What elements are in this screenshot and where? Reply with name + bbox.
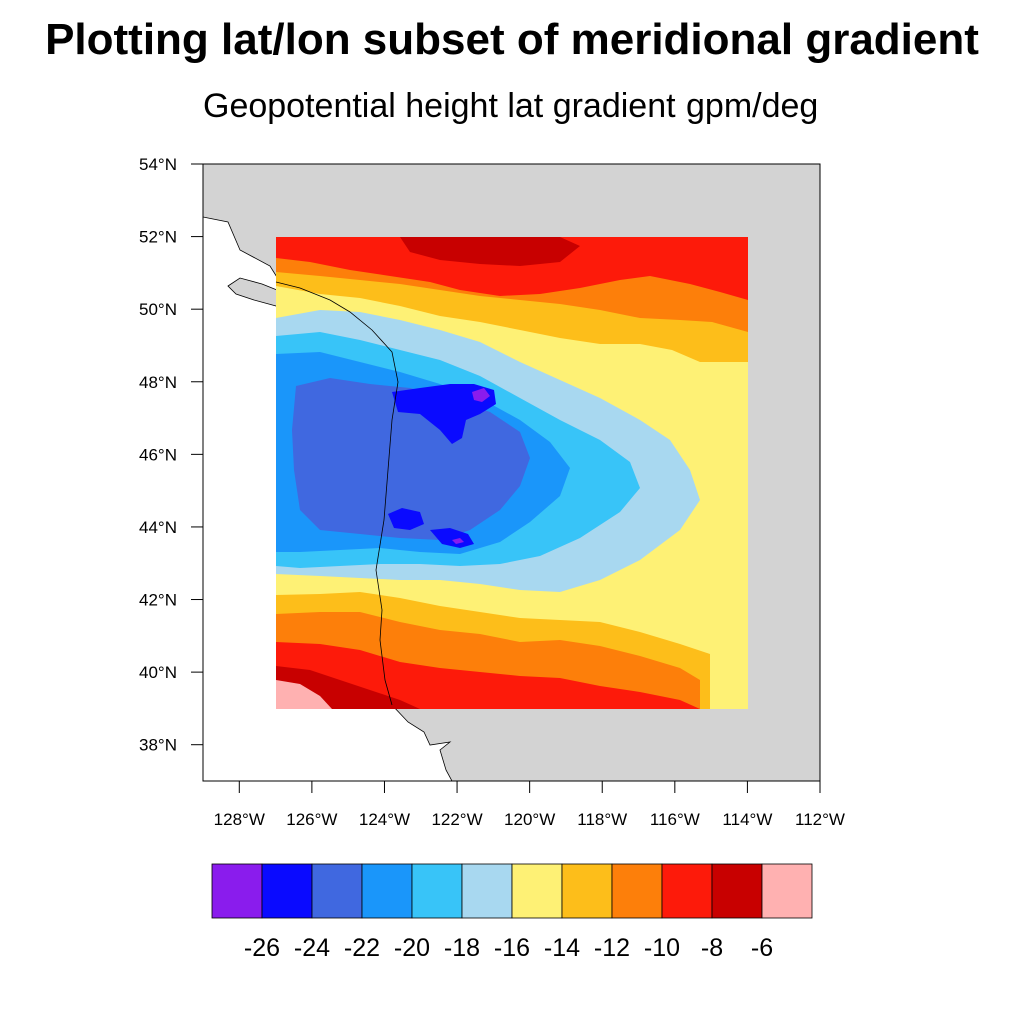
x-tick-label: 118°W xyxy=(577,810,627,829)
contour-fill-level-24 xyxy=(388,508,424,530)
colorbar-label: -26 xyxy=(244,934,280,962)
colorbar-label: -20 xyxy=(394,934,430,962)
x-tick-label: 122°W xyxy=(431,810,482,829)
colorbar-label: -22 xyxy=(344,934,380,962)
gradient-field xyxy=(276,237,748,709)
y-tick-label: 50°N xyxy=(139,300,177,319)
colorbar-box xyxy=(511,863,563,919)
y-tick-label: 46°N xyxy=(139,445,177,464)
colorbar-box xyxy=(261,863,313,919)
y-tick-label: 48°N xyxy=(139,373,177,392)
colorbar-label: -14 xyxy=(544,934,580,962)
x-tick-label: 124°W xyxy=(359,810,410,829)
colorbar-label: -24 xyxy=(294,934,330,962)
colorbar-label: -18 xyxy=(444,934,480,962)
contour-fill-level-24 xyxy=(392,384,496,444)
colorbar-box xyxy=(361,863,413,919)
plot-title: Plotting lat/lon subset of meridional gr… xyxy=(45,15,979,64)
y-axis: 54°N 52°N 50°N 48°N 46°N 44°N 42°N 40°N 38°N xyxy=(139,155,203,755)
x-tick-label: 126°W xyxy=(286,810,337,829)
contour-fill-level-6 xyxy=(400,237,580,266)
y-tick-label: 40°N xyxy=(139,663,177,682)
colorbar: -26 -24 -22 -20 -18 -16 -14 -12 -10 -8 -6 xyxy=(211,863,813,962)
colorbar-box xyxy=(561,863,613,919)
contour-fill-level-22 xyxy=(292,378,530,540)
colorbar-box xyxy=(211,863,263,919)
colorbar-label: -10 xyxy=(644,934,680,962)
units-subtitle: gpm/deg xyxy=(686,87,819,125)
colorbar-box xyxy=(611,863,663,919)
x-axis: 128°W 126°W 124°W 122°W 120°W 118°W 116°W 114°W… xyxy=(214,781,845,829)
coastline-overlay xyxy=(275,281,399,706)
colorbar-label: -12 xyxy=(594,934,630,962)
left-subtitle: Geopotential height lat gradient xyxy=(203,87,676,125)
contour-fill-level-above-6 xyxy=(276,680,332,709)
y-tick-label: 42°N xyxy=(139,591,177,610)
colorbar-box xyxy=(761,863,813,919)
y-tick-label: 38°N xyxy=(139,736,177,755)
colorbar-label: -16 xyxy=(494,934,530,962)
x-tick-label: 114°W xyxy=(722,810,772,829)
contour-fill-level-8 xyxy=(276,237,748,300)
x-tick-label: 112°W xyxy=(795,810,845,829)
y-tick-label: 54°N xyxy=(139,155,177,174)
contour-fill-level-26 xyxy=(452,538,464,544)
colorbar-box xyxy=(661,863,713,919)
colorbar-box xyxy=(711,863,763,919)
y-tick-label: 52°N xyxy=(139,228,177,247)
x-tick-label: 120°W xyxy=(504,810,555,829)
colorbar-label: -8 xyxy=(701,934,723,962)
contour-fill-level-24 xyxy=(430,528,474,548)
colorbar-box xyxy=(461,863,513,919)
x-tick-label: 116°W xyxy=(650,810,700,829)
contour-fill-level-26 xyxy=(472,388,490,402)
colorbar-box xyxy=(311,863,363,919)
y-tick-label: 44°N xyxy=(139,518,177,537)
x-tick-label: 128°W xyxy=(214,810,265,829)
colorbar-label: -6 xyxy=(751,934,773,962)
colorbar-box xyxy=(411,863,463,919)
plot-border xyxy=(202,163,821,782)
